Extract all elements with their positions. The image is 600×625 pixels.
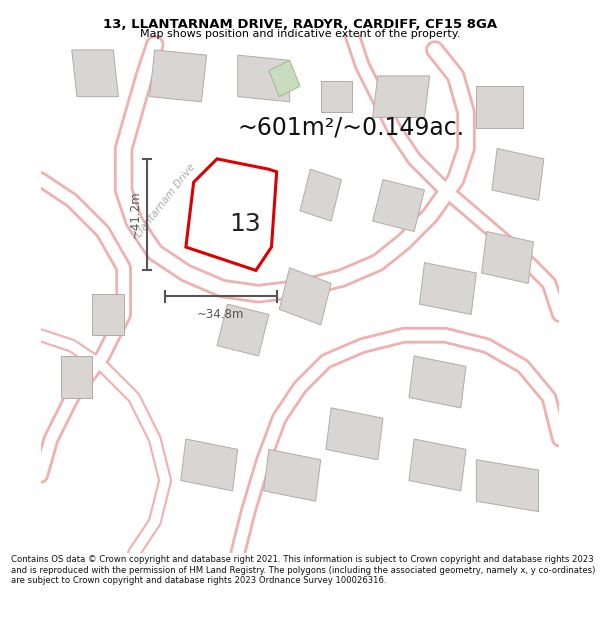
Polygon shape <box>373 179 425 231</box>
Polygon shape <box>476 86 523 128</box>
Polygon shape <box>409 439 466 491</box>
Text: ~41.2m: ~41.2m <box>129 191 142 239</box>
Polygon shape <box>300 169 341 221</box>
Text: Map shows position and indicative extent of the property.: Map shows position and indicative extent… <box>140 29 460 39</box>
Polygon shape <box>72 50 118 97</box>
Polygon shape <box>373 76 430 118</box>
Text: ~601m²/~0.149ac.: ~601m²/~0.149ac. <box>238 116 465 140</box>
Text: 13, LLANTARNAM DRIVE, RADYR, CARDIFF, CF15 8GA: 13, LLANTARNAM DRIVE, RADYR, CARDIFF, CF… <box>103 18 497 31</box>
Text: Contains OS data © Crown copyright and database right 2021. This information is : Contains OS data © Crown copyright and d… <box>11 555 595 585</box>
Text: ~34.8m: ~34.8m <box>197 308 245 321</box>
Text: 13: 13 <box>230 212 262 236</box>
Polygon shape <box>186 159 277 271</box>
Polygon shape <box>279 268 331 325</box>
Polygon shape <box>181 439 238 491</box>
Polygon shape <box>217 304 269 356</box>
Polygon shape <box>419 262 476 314</box>
Polygon shape <box>476 460 539 512</box>
Polygon shape <box>227 179 269 221</box>
Polygon shape <box>492 149 544 201</box>
Polygon shape <box>409 356 466 408</box>
Polygon shape <box>238 55 290 102</box>
Polygon shape <box>482 231 533 283</box>
Polygon shape <box>326 408 383 460</box>
Text: Llantarnam Drive: Llantarnam Drive <box>133 162 197 239</box>
Polygon shape <box>263 449 321 501</box>
Polygon shape <box>92 294 124 335</box>
Polygon shape <box>149 50 206 102</box>
Polygon shape <box>61 356 92 398</box>
Polygon shape <box>321 81 352 112</box>
Polygon shape <box>269 60 300 97</box>
